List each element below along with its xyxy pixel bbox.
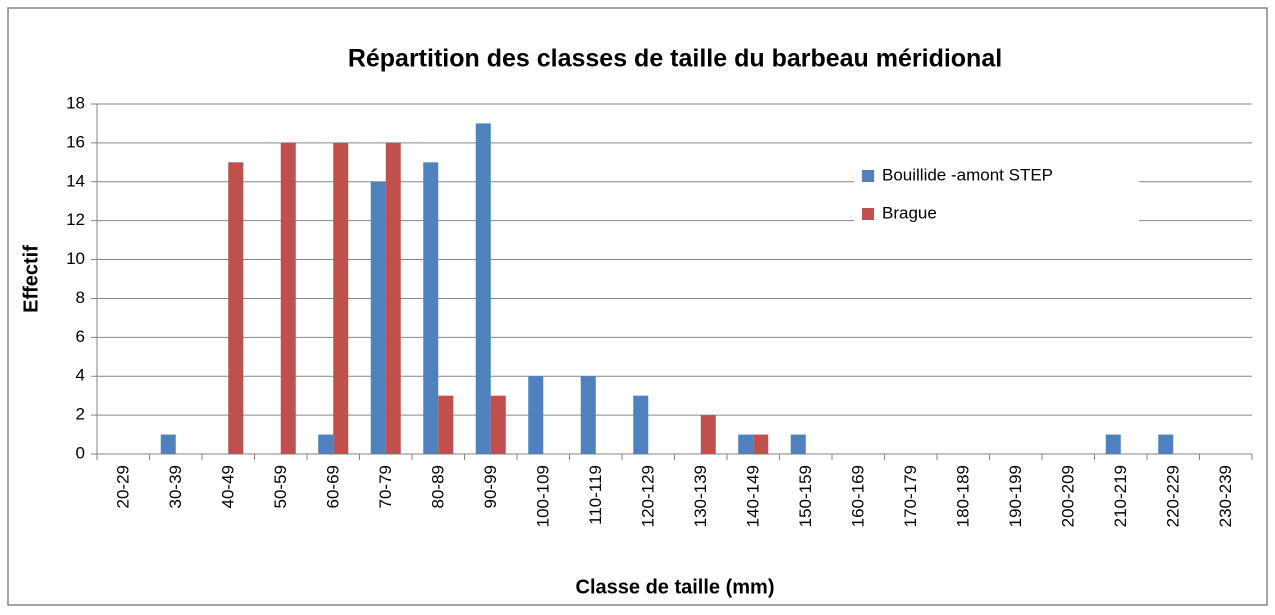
x-tick-label: 170-179	[901, 465, 920, 527]
x-tick-label: 220-229	[1164, 465, 1183, 527]
y-tick-label: 8	[76, 288, 85, 307]
bar	[1105, 434, 1121, 454]
bar	[700, 415, 716, 454]
bar	[580, 376, 596, 454]
bar	[633, 395, 649, 454]
x-tick-label: 70-79	[376, 465, 395, 508]
bar	[423, 162, 439, 455]
bar	[1158, 434, 1174, 454]
y-tick-label: 16	[66, 132, 85, 151]
bar	[280, 142, 296, 454]
legend-background	[854, 156, 1139, 234]
bar	[738, 434, 754, 454]
bar	[528, 376, 544, 454]
x-tick-label: 190-199	[1006, 465, 1025, 527]
y-tick-label: 0	[76, 443, 85, 462]
legend-label: Bouillide -amont STEP	[882, 165, 1053, 184]
legend-swatch	[862, 170, 874, 182]
x-tick-label: 20-29	[114, 465, 133, 508]
x-tick-label: 200-209	[1059, 465, 1078, 527]
bar	[490, 395, 506, 454]
x-tick-label: 50-59	[271, 465, 290, 508]
x-tick-label: 90-99	[481, 465, 500, 508]
x-tick-label: 160-169	[849, 465, 868, 527]
x-tick-label: 60-69	[324, 465, 343, 508]
x-axis-title: Classe de taille (mm)	[576, 576, 775, 598]
bar	[370, 181, 386, 454]
x-tick-label: 150-159	[796, 465, 815, 527]
bar	[160, 434, 176, 454]
bar	[438, 395, 454, 454]
bar	[385, 142, 401, 454]
y-tick-label: 14	[66, 171, 85, 190]
bar	[790, 434, 806, 454]
legend-swatch	[862, 208, 874, 220]
x-tick-label: 40-49	[219, 465, 238, 508]
bar	[228, 162, 244, 455]
x-tick-label: 100-109	[534, 465, 553, 527]
x-tick-label: 30-39	[166, 465, 185, 508]
y-axis-title: Effectif	[20, 245, 42, 313]
y-tick-label: 6	[76, 327, 85, 346]
y-tick-label: 18	[66, 93, 85, 112]
bar	[475, 123, 491, 454]
x-tick-label: 210-219	[1111, 465, 1130, 527]
x-tick-label: 110-119	[586, 465, 605, 525]
legend-label: Brague	[882, 203, 937, 222]
bar	[753, 434, 769, 454]
chart-title: Répartition des classes de taille du bar…	[348, 45, 1002, 73]
x-tick-label: 230-239	[1216, 465, 1235, 527]
y-tick-label: 12	[66, 210, 85, 229]
bar	[318, 434, 334, 454]
x-tick-label: 120-129	[639, 465, 658, 527]
y-tick-label: 2	[76, 405, 85, 424]
x-tick-label: 130-139	[691, 465, 710, 527]
chart-frame	[7, 7, 1268, 606]
y-tick-label: 10	[66, 249, 85, 268]
x-tick-label: 140-149	[744, 465, 763, 527]
bar	[333, 142, 349, 454]
plot-area: 0 2 4 6 8 10 12 14 16 18 20-29 30-39 40-49 50-59 60-69…	[66, 93, 1253, 527]
x-tick-label: 80-89	[429, 465, 448, 508]
y-tick-label: 4	[76, 366, 85, 385]
x-tick-label: 180-189	[954, 465, 973, 527]
